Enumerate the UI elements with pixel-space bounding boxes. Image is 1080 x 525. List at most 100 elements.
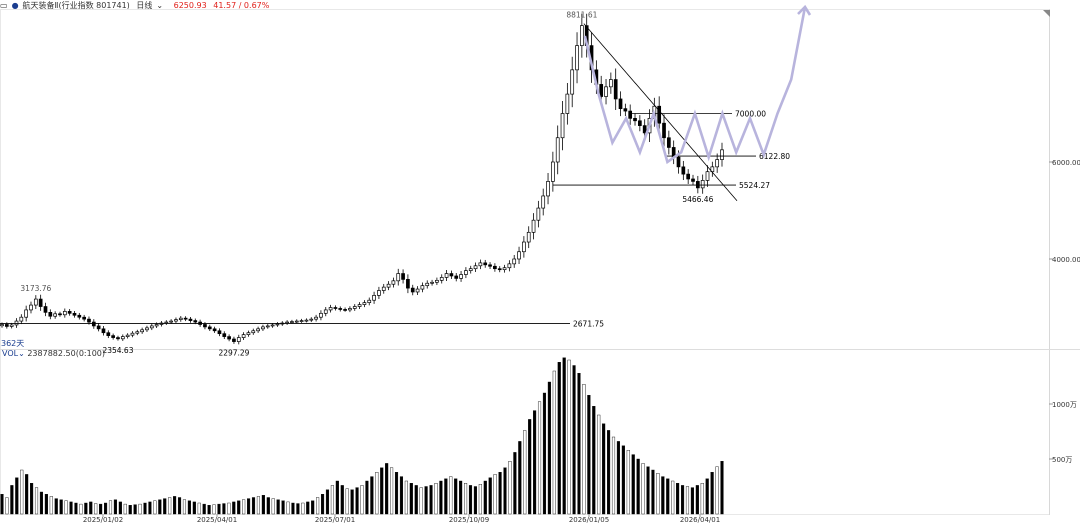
candle-body (116, 337, 120, 340)
volume-bar (385, 463, 389, 515)
volume-bar (128, 505, 132, 515)
annotation-label: 3173.76 (20, 284, 51, 293)
annotations-layer: 3173.76 2354.63 2297.29 8811.61 5466.46 (20, 11, 713, 358)
volume-bar (360, 485, 364, 515)
level-label: 6122.80 (759, 152, 790, 161)
volume-bar (616, 441, 620, 515)
candle-body (270, 324, 275, 327)
volume-bar (266, 497, 270, 515)
candle-body (256, 328, 260, 332)
candle-body (512, 258, 517, 265)
candle-body (676, 156, 681, 168)
volume-tick-label: 500万 (1052, 456, 1072, 464)
candle-body (285, 321, 289, 324)
volume-bar (84, 502, 88, 515)
candle-body (14, 320, 19, 326)
volume-bar (720, 461, 724, 515)
volume-bar (483, 480, 487, 515)
candle-body (613, 79, 618, 100)
volume-bar (237, 500, 241, 515)
volume-bar (394, 472, 399, 515)
price-tick-label: 6000.00 (1052, 159, 1080, 167)
volume-bar (676, 483, 680, 515)
volume-bar (562, 357, 566, 515)
price-change: 41.57 / 0.67% (213, 1, 270, 10)
candle-body (565, 93, 570, 114)
volume-bar (547, 381, 551, 515)
candle-body (377, 290, 381, 296)
candle-body (0, 324, 4, 327)
volume-bar (197, 502, 201, 515)
volume-bar (39, 491, 44, 515)
volume-bar (523, 430, 527, 515)
candle-body (338, 308, 343, 310)
volume-bar (276, 499, 280, 515)
volume-indicator-label[interactable]: VOL (2, 349, 19, 358)
candle-body (691, 178, 695, 182)
candle-body (178, 317, 183, 320)
candle-body (536, 207, 541, 221)
candle-body (396, 273, 401, 282)
candle-body (222, 333, 227, 337)
volume-bar (232, 501, 236, 515)
volume-bars (0, 357, 724, 515)
volume-bar (464, 483, 468, 515)
candle-body (217, 330, 222, 335)
candle-body (526, 231, 531, 243)
candle-body (19, 316, 24, 322)
date-label: 2025/01/02 (83, 516, 123, 524)
candle-body (391, 280, 396, 285)
volume-bar (177, 497, 182, 515)
volume-bar (187, 500, 191, 515)
candle-body (72, 312, 77, 316)
candle-body (555, 137, 560, 163)
volume-bar (602, 423, 606, 515)
period-selector[interactable]: 日线 ⌄ (136, 1, 167, 10)
volume-bar (646, 466, 650, 515)
volume-bar (306, 501, 310, 515)
volume-bar (99, 503, 103, 515)
window-icon[interactable]: ▭ (0, 1, 8, 10)
volume-bar (680, 485, 685, 515)
corner-marker-icon[interactable] (1043, 10, 1050, 17)
candle-body (58, 313, 62, 316)
candle-body (241, 334, 246, 338)
volume-bar (577, 373, 581, 515)
price-axis: 4000.00 6000.00 (1049, 159, 1080, 264)
candle-body (343, 309, 347, 311)
volume-bar (552, 370, 556, 515)
candle-body (386, 283, 391, 288)
span-days: 362天 (1, 339, 25, 348)
volume-bar (705, 478, 709, 515)
candle-body (488, 264, 492, 267)
volume-bar (222, 503, 226, 515)
volume-bar (316, 497, 320, 515)
volume-bar (217, 503, 221, 515)
candle-body (425, 282, 430, 287)
candle-body (459, 274, 463, 279)
volume-bar (34, 487, 39, 515)
volume-bar (631, 454, 635, 515)
candle-body (149, 325, 154, 329)
candle-body (604, 86, 608, 97)
volume-bar (25, 474, 29, 515)
candle-body (473, 265, 478, 270)
volume-bar (345, 488, 349, 515)
date-label: 2025/10/09 (449, 516, 489, 524)
volume-bar (454, 478, 458, 515)
volume-bar (409, 483, 413, 515)
volume-bar (335, 480, 339, 515)
candle-body (135, 331, 140, 334)
candle-body (299, 320, 304, 322)
candle-body (207, 326, 212, 330)
annotation-label: 2354.63 (102, 346, 133, 355)
candle-body (570, 69, 575, 95)
volume-bar (296, 503, 300, 515)
volume-axis: 500万 1000万 (1049, 401, 1077, 464)
volume-bar (375, 472, 379, 515)
candle-body (406, 279, 410, 289)
candle-body (454, 275, 459, 279)
volume-bar (690, 487, 694, 515)
candle-body (362, 302, 367, 305)
